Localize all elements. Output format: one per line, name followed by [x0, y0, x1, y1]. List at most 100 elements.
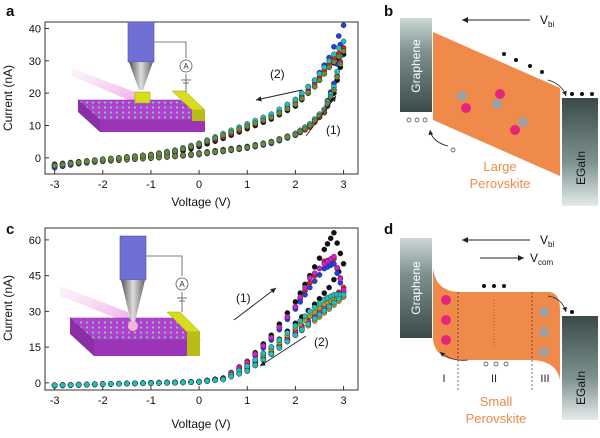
data-point-series-5: [244, 144, 251, 151]
data-point-series-1: [324, 241, 331, 247]
data-point-series-3: [331, 43, 337, 50]
panel-d-field-label: Vbi: [540, 233, 554, 249]
data-point-series-6: [220, 376, 226, 383]
hole-dot: [483, 361, 489, 367]
data-point-series-5: [164, 149, 170, 156]
data-point-series-4: [331, 253, 337, 260]
data-point-series-6: [316, 311, 323, 318]
panel-d: d Vbi Vcom Graphene EGaIn: [384, 221, 598, 426]
panel-c-axes-frame: [44, 227, 359, 391]
region-label-2: II: [491, 373, 497, 385]
data-point-series-1: [311, 264, 318, 270]
data-point-series-6: [180, 379, 186, 386]
cation-icon: [441, 295, 451, 305]
data-point-series-5: [252, 142, 259, 149]
panel-d-com-label: Vcom: [530, 251, 553, 267]
data-point-series-5: [99, 156, 106, 163]
electron-dot: [514, 58, 518, 62]
data-point-series-1: [321, 246, 328, 253]
anion-icon: [539, 347, 549, 357]
tip-holder: [127, 21, 155, 63]
data-point-series-4: [316, 70, 323, 77]
anion-icon: [539, 307, 549, 317]
data-point-series-5: [299, 95, 305, 102]
data-point-series-5: [321, 70, 328, 77]
data-point-series-5: [212, 135, 218, 142]
data-point-series-5: [204, 149, 210, 156]
data-point-series-4: [335, 45, 342, 51]
data-point-series-4: [252, 351, 259, 358]
data-point-series-5: [172, 153, 178, 160]
data-point-series-6: [132, 380, 138, 387]
data-point-series-4: [292, 96, 299, 103]
data-point-series-5: [180, 145, 186, 152]
ammeter-icon: [179, 59, 193, 73]
data-point-series-5: [228, 146, 234, 153]
x-tick-label: 3: [340, 395, 346, 407]
region-label-3: III: [540, 373, 549, 385]
data-point-series-4: [260, 343, 267, 349]
x-tick-label: 0: [196, 179, 202, 191]
x-tick-label: 1: [244, 395, 250, 407]
data-point-series-6: [284, 338, 291, 345]
x-tick-label: 2: [292, 179, 298, 191]
sweep-up-arrow: [305, 95, 337, 137]
cation-icon: [510, 125, 520, 135]
data-point-series-6: [51, 382, 58, 389]
electron-dot: [492, 284, 496, 288]
data-point-series-6: [244, 368, 251, 374]
data-point-series-5: [156, 150, 162, 157]
electron-transfer-arrow: [547, 295, 567, 313]
panel-a-sweep-down-label: (2): [270, 67, 285, 81]
panel-b-ions: [457, 89, 528, 135]
data-point-series-6: [91, 381, 98, 388]
data-point-series-5: [297, 128, 304, 135]
x-tick-label: -1: [146, 179, 156, 191]
data-point-series-6: [116, 380, 122, 387]
data-point-series-4: [340, 287, 347, 293]
data-point-series-5: [284, 105, 291, 112]
data-point-series-6: [307, 308, 313, 315]
data-point-series-5: [260, 141, 267, 147]
data-point-series-5: [335, 53, 342, 60]
data-point-series-6: [260, 350, 267, 357]
data-point-series-5: [204, 138, 210, 145]
panel-c-letter: c: [6, 221, 14, 238]
anion-icon: [492, 99, 502, 109]
y-tick-label: 20: [29, 88, 41, 100]
data-point-series-5: [196, 141, 202, 148]
anion-icon: [518, 117, 528, 127]
data-point-series-5: [108, 155, 114, 162]
data-point-series-1: [327, 235, 334, 242]
data-point-series-4: [331, 51, 337, 58]
panel-b-graphene-label: Graphene: [409, 39, 423, 93]
data-point-series-5: [326, 64, 332, 71]
x-tick-label: 1: [244, 179, 250, 191]
panel-b-field-label: Vbi: [540, 13, 554, 29]
data-point-series-6: [164, 379, 170, 386]
y-tick-label: 40: [29, 23, 41, 35]
data-point-series-3: [335, 33, 342, 39]
data-point-series-5: [236, 145, 243, 152]
sweep-down-arrow: [255, 89, 303, 102]
panel-a-data-points: [51, 22, 347, 171]
panel-d-layer-line1: Small: [480, 394, 513, 409]
y-tick-label: 15: [29, 342, 41, 354]
panel-a-y-axis-label: Current (nA): [1, 65, 15, 131]
data-point-series-5: [75, 159, 82, 166]
panel-b-egain-label: EGaIn: [574, 151, 588, 185]
panel-a-axes-frame: [44, 21, 359, 175]
data-point-series-4: [302, 284, 308, 291]
region-label-1: I: [442, 373, 445, 385]
electron-dot: [502, 52, 506, 56]
x-tick-label: 3: [340, 179, 346, 191]
data-point-series-1: [331, 276, 337, 283]
data-point-series-4: [268, 334, 275, 341]
data-point-series-6: [331, 299, 337, 306]
data-point-series-3: [307, 284, 313, 291]
data-point-series-5: [140, 152, 146, 159]
data-point-series-5: [340, 48, 347, 54]
data-point-series-5: [252, 120, 259, 127]
data-point-series-5: [228, 129, 234, 135]
data-point-series-4: [337, 276, 344, 282]
